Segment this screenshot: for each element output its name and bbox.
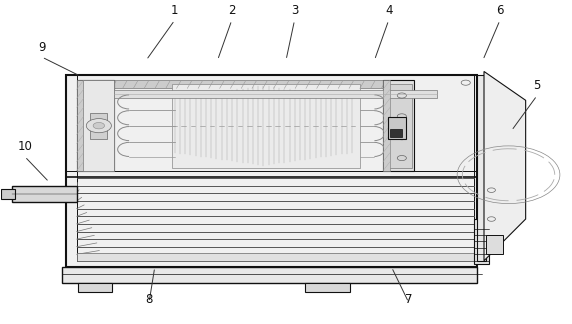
Circle shape [86,119,112,133]
Bar [486,235,503,254]
Bar [1,189,15,199]
Bar [474,219,488,264]
Bar [383,80,414,171]
Text: 1: 1 [171,4,178,17]
Bar [12,186,77,202]
Text: 5: 5 [533,79,541,92]
Bar [77,75,474,261]
Bar [84,80,114,171]
Bar [62,267,477,283]
Bar [77,253,474,261]
Bar [77,80,406,88]
Text: 9: 9 [38,41,46,54]
Text: 6: 6 [496,4,504,17]
Text: 7: 7 [405,293,412,306]
Bar [66,75,477,267]
Bar [388,117,406,139]
Bar [305,283,350,292]
Bar [390,129,403,136]
Circle shape [93,122,105,129]
Text: 2: 2 [228,4,236,17]
Bar [77,80,114,171]
Bar [383,80,390,171]
Text: 3: 3 [291,4,298,17]
Bar [90,113,108,138]
Text: 8: 8 [145,293,153,306]
Bar [386,84,411,168]
Bar [114,90,437,98]
Bar [77,80,84,171]
Text: 10: 10 [17,140,32,153]
Bar [477,75,486,261]
Polygon shape [484,72,526,261]
Bar [172,84,360,168]
Bar [78,283,112,292]
Text: 4: 4 [385,4,392,17]
